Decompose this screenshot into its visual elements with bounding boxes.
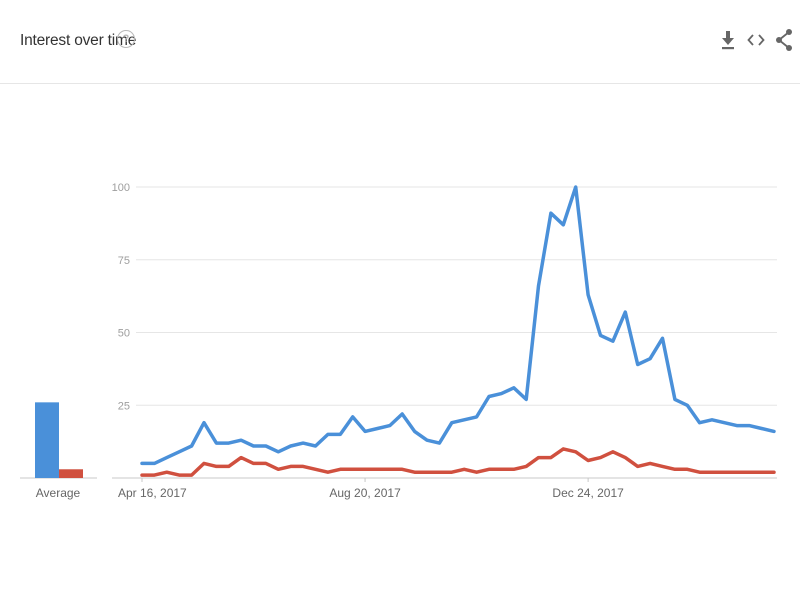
- question-mark-icon[interactable]: ?: [117, 30, 135, 48]
- x-tick-label-1: Aug 20, 2017: [329, 486, 401, 500]
- average-bar-series-1: [35, 402, 59, 478]
- y-tick-label-25: 25: [118, 400, 130, 412]
- average-bar-series-2: [59, 469, 83, 478]
- y-tick-label-50: 50: [118, 328, 130, 340]
- x-tick-label-2: Dec 24, 2017: [552, 486, 624, 500]
- share-icon[interactable]: [774, 28, 794, 52]
- x-tick-label-0: Apr 16, 2017: [118, 486, 187, 500]
- download-icon[interactable]: [718, 28, 738, 52]
- average-label: Average: [36, 486, 81, 500]
- average-bars: [35, 402, 83, 478]
- chart-title: Interest over time: [20, 32, 137, 49]
- chart-header: Interest over time ?: [0, 0, 800, 84]
- y-tick-label-75: 75: [118, 255, 130, 267]
- series-lines: [140, 185, 776, 477]
- y-tick-label-100: 100: [112, 182, 130, 194]
- series-line-2: [140, 447, 776, 477]
- embed-code-icon[interactable]: [746, 28, 766, 52]
- gridlines: [20, 186, 777, 479]
- x-tick-labels: Apr 16, 2017 Aug 20, 2017 Dec 24, 2017: [118, 478, 624, 500]
- y-tick-labels: 25 50 75 100: [112, 182, 130, 412]
- series-line-1: [140, 185, 776, 466]
